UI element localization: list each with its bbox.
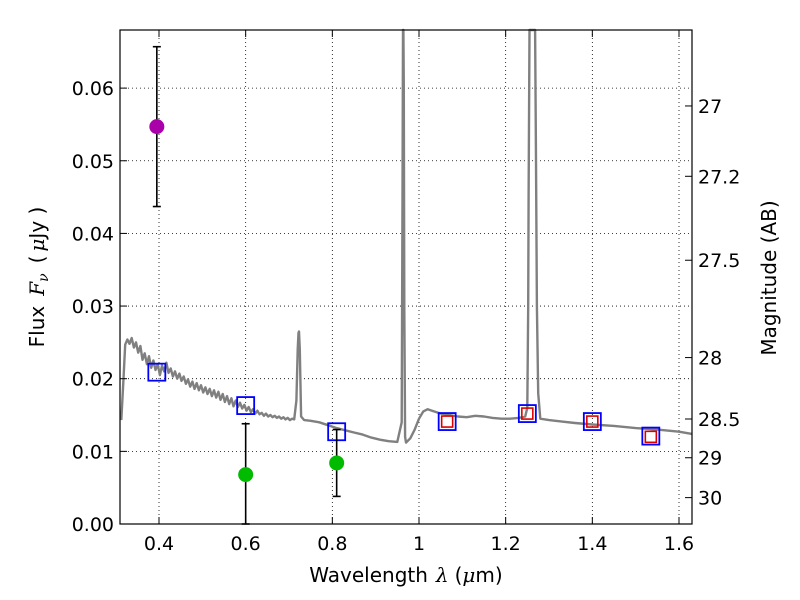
y-axis-title-unit-mu: μ bbox=[25, 239, 49, 252]
y-tick-label: 0.00 bbox=[72, 514, 114, 536]
x-tick-label: 0.8 bbox=[317, 533, 347, 555]
y-tick-label: 0.03 bbox=[72, 296, 114, 318]
model-photometry-marker bbox=[582, 412, 602, 431]
model-photometry-marker bbox=[147, 362, 167, 382]
y-axis-title-unit-rest: Jy ) bbox=[25, 207, 49, 241]
plot-frame bbox=[119, 29, 693, 525]
x-tick-label: 1 bbox=[413, 533, 425, 555]
y-axis-title-sub: ν bbox=[36, 273, 52, 282]
model-photometry-marker bbox=[437, 412, 457, 431]
x-tick-label: 0.6 bbox=[231, 533, 261, 555]
x-tick-label: 0.4 bbox=[144, 533, 174, 555]
y-tick-label: 0.04 bbox=[72, 223, 114, 245]
x-axis-title-symbol: λ bbox=[435, 563, 449, 587]
right-axis-title: Magnitude (AB) bbox=[757, 200, 781, 355]
x-axis-title-unit-mu: μ bbox=[462, 563, 475, 587]
measured-ir-marker bbox=[644, 430, 658, 444]
y-axis-title-text: Flux bbox=[25, 306, 49, 348]
model-photometry-marker bbox=[236, 396, 256, 415]
y-tick-label: 0.01 bbox=[72, 441, 114, 463]
x-axis-title-unit-rest: m) bbox=[475, 563, 502, 587]
measured-optical-marker bbox=[329, 455, 345, 471]
measured-optical-marker bbox=[238, 467, 254, 483]
y-tick-label: 0.06 bbox=[72, 78, 114, 100]
plot-background bbox=[120, 30, 692, 524]
x-tick-label: 1.6 bbox=[664, 533, 694, 555]
measured-ir-marker bbox=[521, 407, 534, 420]
y-tick-label: 0.02 bbox=[72, 369, 114, 391]
y-axis-title: Flux Fν ( μJy ) bbox=[25, 207, 52, 348]
sed-model-line bbox=[120, 28, 693, 444]
model-photometry-marker bbox=[641, 426, 661, 446]
right-tick-label: 30 bbox=[698, 488, 722, 510]
x-axis-title: Wavelength λ (μm) bbox=[309, 563, 502, 587]
series bbox=[120, 28, 693, 525]
right-tick-label: 27.5 bbox=[698, 250, 740, 272]
x-axis-title-unit-open: ( bbox=[455, 563, 463, 587]
right-tick-label: 27.2 bbox=[698, 166, 740, 188]
ticks: 0.4 0.6 0.8 1 1.2 1.4 1.6 0.00 0.01 0.02 0.03 0.04 0… bbox=[72, 30, 740, 555]
measured-optical-marker bbox=[149, 119, 165, 135]
x-axis-title-text: Wavelength bbox=[309, 563, 428, 587]
x-tick-label: 1.4 bbox=[577, 533, 607, 555]
right-tick-label: 28.5 bbox=[698, 409, 740, 431]
measured-ir-marker bbox=[440, 415, 454, 428]
right-tick-label: 27 bbox=[698, 96, 722, 118]
measured-ir-marker bbox=[586, 415, 599, 428]
right-tick-label: 28 bbox=[698, 348, 722, 370]
y-axis-title-unit-open: ( bbox=[25, 256, 49, 264]
x-tick-label: 1.2 bbox=[491, 533, 521, 555]
y-tick-label: 0.05 bbox=[72, 151, 114, 173]
right-tick-label: 29 bbox=[698, 448, 722, 470]
y-axis-title-symbol: F bbox=[25, 281, 49, 297]
model-photometry-marker bbox=[517, 404, 537, 423]
